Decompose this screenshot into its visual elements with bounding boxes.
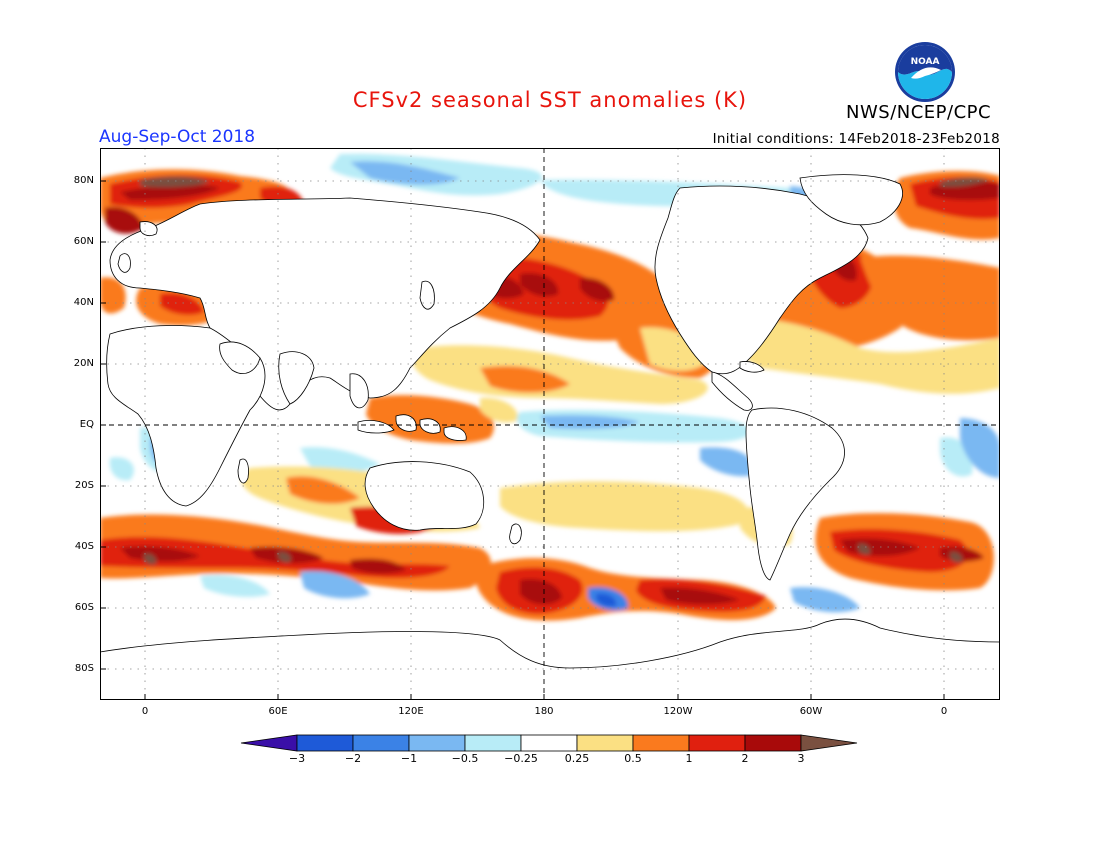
land-mask xyxy=(100,174,1000,700)
lon-label-0-west: 0 xyxy=(141,706,149,717)
colorbar-label-025: 0.25 xyxy=(564,752,590,765)
axis-ticks xyxy=(100,180,945,700)
map-title: CFSv2 seasonal SST anomalies (K) xyxy=(352,88,748,112)
lat-label-60n: 60N xyxy=(73,236,94,247)
colorbar-swatch-10 xyxy=(800,734,858,752)
initial-conditions-label: Initial conditions: 14Feb2018-23Feb2018 xyxy=(712,131,1000,147)
lat-label-20s: 20S xyxy=(74,480,94,491)
colorbar-label-m025: −0.25 xyxy=(504,752,538,765)
lat-label-80n: 80N xyxy=(73,175,94,186)
colorbar xyxy=(240,734,858,752)
colorbar-swatch-6 xyxy=(576,734,634,752)
lon-label-0-east: 0 xyxy=(940,706,948,717)
lat-label-20n: 20N xyxy=(73,358,94,369)
map-frame xyxy=(100,148,1000,700)
lat-label-40n: 40N xyxy=(73,297,94,308)
lon-label-120w: 120W xyxy=(663,706,693,717)
lon-label-60w: 60W xyxy=(799,706,823,717)
agency-label: NWS/NCEP/CPC xyxy=(846,102,992,123)
season-label: Aug-Sep-Oct 2018 xyxy=(99,127,256,147)
colorbar-swatch-3 xyxy=(408,734,466,752)
lat-label-80s: 80S xyxy=(74,663,94,674)
lon-label-180: 180 xyxy=(534,706,554,717)
colorbar-swatch-9 xyxy=(744,734,802,752)
colorbar-swatch-2 xyxy=(352,734,410,752)
colorbar-label-3: 3 xyxy=(797,752,805,765)
lat-label-eq: EQ xyxy=(79,419,94,430)
noaa-logo-text: NOAA xyxy=(911,57,940,67)
colorbar-swatch-4 xyxy=(464,734,522,752)
lon-label-60e: 60E xyxy=(268,706,288,717)
colorbar-swatch-1 xyxy=(296,734,354,752)
colorbar-label-2: 2 xyxy=(741,752,749,765)
colorbar-label-m1: −1 xyxy=(400,752,418,765)
colorbar-swatch-5 xyxy=(520,734,578,752)
colorbar-swatch-8 xyxy=(688,734,746,752)
noaa-logo: NOAA xyxy=(895,42,955,102)
equator-dateline xyxy=(100,148,1000,700)
lat-label-60s: 60S xyxy=(74,602,94,613)
colorbar-label-05: 0.5 xyxy=(624,752,642,765)
colorbar-swatch-7 xyxy=(632,734,690,752)
lat-lon-grid xyxy=(100,148,1000,700)
colorbar-label-m05: −0.5 xyxy=(451,752,479,765)
colorbar-label-1: 1 xyxy=(685,752,693,765)
lon-label-120e: 120E xyxy=(398,706,424,717)
colorbar-label-m2: −2 xyxy=(344,752,362,765)
colorbar-label-m3: −3 xyxy=(288,752,306,765)
lat-label-40s: 40S xyxy=(74,541,94,552)
sst-anomaly-map xyxy=(100,148,1000,700)
colorbar-swatch-0 xyxy=(240,734,298,752)
